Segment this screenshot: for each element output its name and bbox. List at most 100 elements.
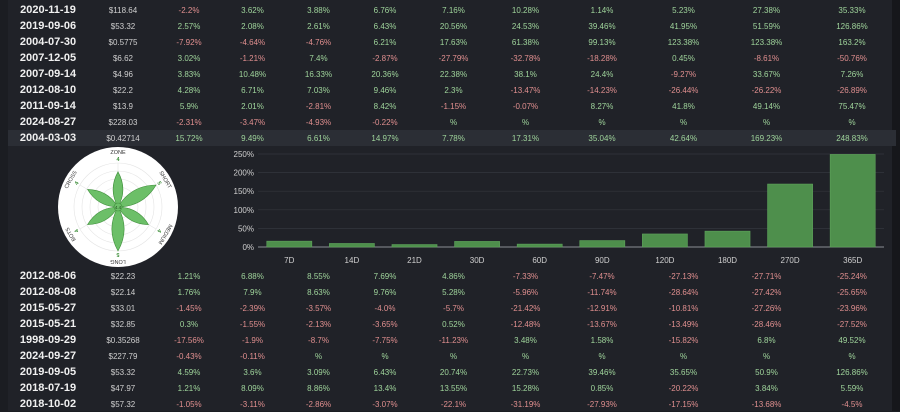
table-row[interactable]: 2018-10-02 $57.32 -1.05% -3.11% -2.86% -3.07%…	[8, 396, 896, 412]
returns-table-bottom: 2012-08-06 $22.23 1.21% 6.88% 8.55% 7.69% 4.86…	[8, 268, 896, 412]
return-cell: 51.59%	[752, 21, 781, 31]
return-cell: 6.88%	[241, 271, 264, 281]
bar-60D[interactable]	[516, 243, 563, 248]
table-row[interactable]: 2018-07-19 $47.97 1.21% 8.09% 8.86% 13.4% 13.5…	[8, 380, 896, 396]
return-cell: 24.53%	[511, 21, 540, 31]
radar-petal	[86, 206, 119, 225]
return-cell: 24.4%	[590, 69, 614, 79]
return-cell: 15.72%	[175, 133, 203, 143]
x-tick-label: 14D	[345, 256, 360, 265]
return-cell: -50.76%	[837, 53, 867, 63]
return-cell: 3.02%	[177, 53, 201, 63]
bar-365D[interactable]	[829, 154, 876, 248]
return-cell: 169.23%	[750, 133, 783, 143]
radar-petal	[86, 189, 119, 208]
bar-90D[interactable]	[579, 240, 626, 248]
bar-180D[interactable]	[704, 230, 751, 248]
bar-30D[interactable]	[454, 241, 500, 248]
bar-14D[interactable]	[329, 243, 375, 248]
table-row[interactable]: 2011-09-14 $13.9 5.9% 2.01% -2.81% 8.42% -1.15…	[8, 98, 896, 114]
return-cell: -2.87%	[372, 53, 398, 63]
table-row[interactable]: 2015-05-21 $32.85 0.3% -1.55% -2.13% -3.65% 0.…	[8, 316, 896, 332]
return-cell: 99.13%	[588, 37, 616, 47]
radar-axis-label: LONG	[110, 258, 126, 264]
return-cell: 22.73%	[511, 367, 540, 377]
radar-petal	[117, 206, 150, 225]
table-row[interactable]: 2004-07-30 $0.5775 -7.92% -4.64% -4.76% 6.21%…	[8, 34, 896, 50]
table-row[interactable]: 2024-08-27 $228.03 -2.31% -3.47% -4.93% -0.22…	[8, 114, 896, 130]
bar-120D[interactable]	[642, 233, 688, 248]
scrollbar[interactable]	[892, 0, 900, 411]
return-cell: 75.47%	[838, 101, 866, 111]
row-date: 1998-09-29	[19, 334, 77, 346]
row-date: 2024-09-27	[19, 350, 77, 362]
radar-petal	[112, 171, 124, 208]
return-cell: 13.55%	[439, 383, 468, 393]
return-cell: -18.28%	[587, 53, 617, 63]
table-row[interactable]: 2004-03-03 $0.42714 15.72% 9.49% 6.61% 14.97%…	[8, 130, 896, 146]
return-cell: -2.86%	[305, 399, 332, 409]
return-cell: 27.38%	[752, 5, 781, 15]
row-price: $118.64	[108, 5, 138, 15]
table-row[interactable]: 2012-08-10 $22.2 4.28% 6.71% 7.03% 9.46% 2.3% -…	[8, 82, 896, 98]
return-cell: -13.49%	[668, 319, 699, 329]
returns-table-top: 2020-11-19 $118.64 -2.2% 3.62% 3.88% 6.76% 7.1…	[8, 2, 896, 146]
return-cell: 5.23%	[672, 5, 695, 15]
row-price: $228.03	[108, 117, 138, 127]
return-cell: -27.13%	[668, 271, 699, 281]
return-cell: 8.42%	[373, 101, 397, 111]
return-cell: 17.63%	[439, 37, 468, 47]
return-cell: 3.84%	[755, 383, 778, 393]
return-cell: 126.86%	[836, 21, 868, 31]
row-price: $0.35268	[106, 335, 140, 345]
return-cell: -4.93%	[305, 117, 332, 127]
return-cell: 0.52%	[442, 319, 465, 329]
return-cell: 2.61%	[307, 21, 330, 31]
table-row[interactable]: 2020-11-19 $118.64 -2.2% 3.62% 3.88% 6.76% 7.1…	[8, 2, 896, 18]
return-cell: -0.07%	[512, 101, 539, 111]
return-cell: 2.3%	[444, 85, 463, 95]
return-cell: -1.15%	[440, 101, 467, 111]
return-cell: 8.55%	[307, 271, 330, 281]
row-date: 2020-11-19	[20, 4, 76, 16]
return-cell: -3.65%	[372, 319, 398, 329]
return-cell: -2.81%	[305, 101, 332, 111]
return-cell: 0.45%	[672, 53, 695, 63]
return-cell: -25.24%	[837, 271, 867, 281]
return-cell: 49.14%	[752, 101, 781, 111]
row-price: $4.96	[112, 69, 134, 79]
table-row[interactable]: 2012-08-08 $22.14 1.76% 7.9% 8.63% 9.76% 5.28%…	[8, 284, 896, 300]
return-cell: -27.79%	[438, 53, 469, 63]
bar-21D[interactable]	[391, 244, 438, 248]
return-cell: -27.42%	[751, 287, 782, 297]
row-date: 2019-09-05	[19, 366, 77, 378]
table-row[interactable]: 2019-09-06 $53.32 2.57% 2.08% 2.61% 6.43% 20.5…	[8, 18, 896, 34]
return-cell: 2.57%	[177, 21, 201, 31]
row-date: 2012-08-08	[19, 286, 77, 298]
x-tick-label: 270D	[781, 256, 800, 265]
return-cell: 41.95%	[669, 21, 698, 31]
y-tick-label: 250%	[234, 150, 254, 159]
radar-axis-value: 5	[116, 251, 119, 257]
bar-270D[interactable]	[767, 183, 813, 248]
return-cell: 3.6%	[243, 367, 262, 377]
return-cell: -14.23%	[587, 85, 617, 95]
radar-axis-value: 4	[74, 180, 81, 186]
row-date: 2015-05-21	[19, 318, 77, 330]
table-row[interactable]: 2015-05-27 $33.01 -1.45% -2.39% -3.57% -4.0% -…	[8, 300, 896, 316]
return-cell: %	[598, 351, 606, 361]
table-row[interactable]: 2024-09-27 $227.79 -0.43% -0.11%%%%%%%%%	[8, 348, 896, 364]
return-cell: 6.43%	[373, 367, 397, 377]
return-cell: -11.74%	[587, 287, 617, 297]
bar-7D[interactable]	[266, 240, 313, 248]
table-row[interactable]: 2019-09-05 $53.32 4.59% 3.6% 3.09% 6.43% 20.74…	[8, 364, 896, 380]
y-tick-label: 0%	[242, 243, 254, 252]
return-cell: 0.3%	[179, 319, 199, 329]
row-price: $227.79	[108, 351, 138, 361]
table-row[interactable]: 2007-12-05 $6.62 3.02% -1.21% 7.4% -2.87% -27.…	[8, 50, 896, 66]
radar-axis-value: 5	[155, 181, 162, 187]
table-row[interactable]: 2012-08-06 $22.23 1.21% 6.88% 8.55% 7.69% 4.86…	[8, 268, 896, 284]
table-row[interactable]: 1998-09-29 $0.35268 -17.56% -1.9% -8.7% -7.75…	[8, 332, 896, 348]
return-cell: 22.38%	[439, 69, 468, 79]
table-row[interactable]: 2007-09-14 $4.96 3.83% 10.48% 16.33% 20.36% 22…	[8, 66, 896, 82]
